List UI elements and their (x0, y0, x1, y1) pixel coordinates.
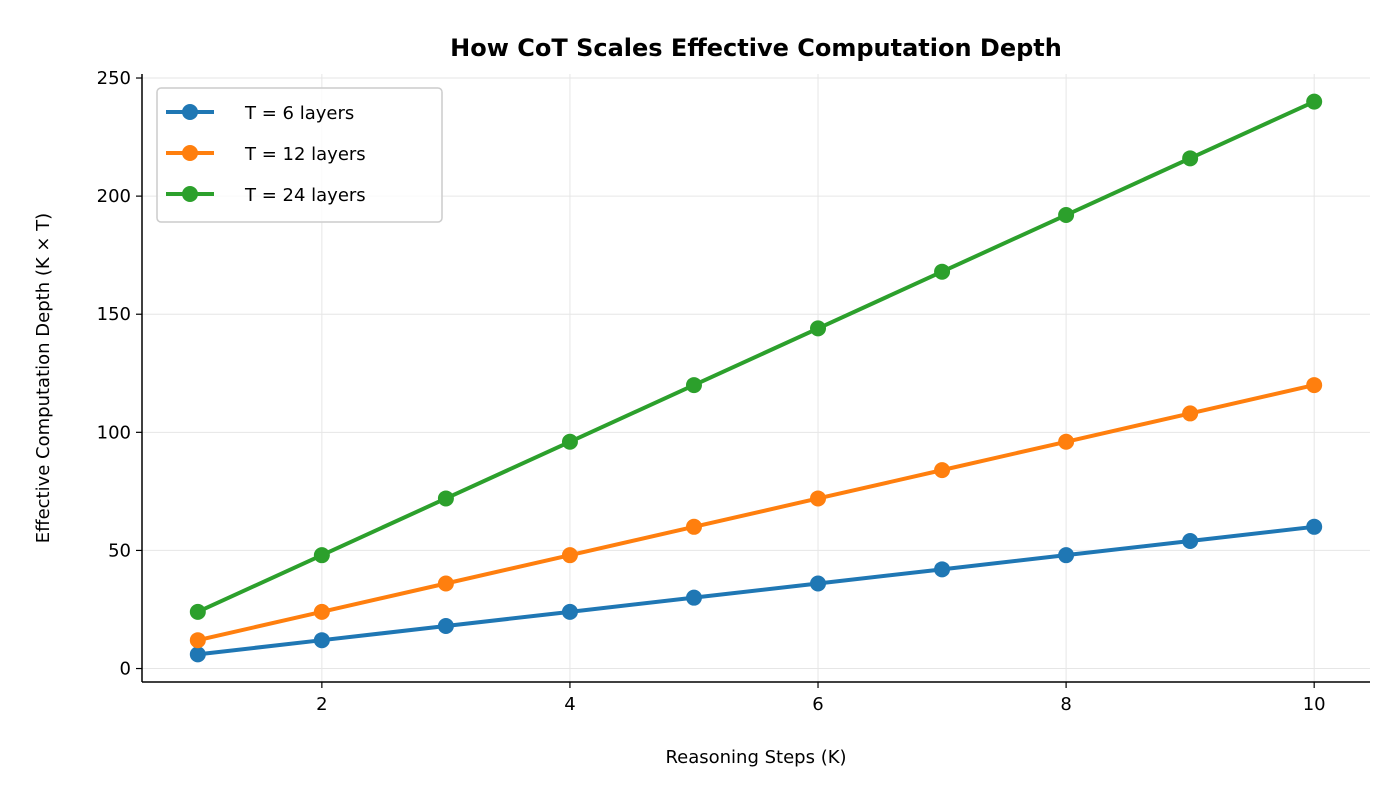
data-point (1306, 518, 1323, 535)
data-point (313, 632, 330, 649)
y-tick-label: 50 (108, 540, 131, 561)
x-tick-label: 4 (564, 694, 575, 715)
series-line (197, 524, 1315, 657)
legend-label: T = 6 layers (244, 103, 354, 124)
data-point (437, 618, 454, 635)
x-axis-label: Reasoning Steps (K) (665, 747, 846, 768)
legend-marker (182, 145, 198, 161)
x-tick-label: 2 (316, 694, 327, 715)
x-tick-label: 10 (1303, 694, 1326, 715)
data-point (1058, 207, 1075, 224)
data-point (685, 589, 702, 606)
data-point (561, 433, 578, 450)
data-point (1058, 547, 1075, 564)
legend: T = 6 layers T = 12 layers T = 24 layers (156, 87, 443, 223)
data-point (685, 518, 702, 535)
data-point (1306, 377, 1323, 394)
y-axis-label: Effective Computation Depth (K × T) (33, 213, 54, 543)
y-tick-label: 250 (97, 68, 131, 89)
data-point (1306, 93, 1323, 110)
data-point (189, 603, 206, 620)
data-point (934, 263, 951, 280)
data-point (189, 632, 206, 649)
data-point (561, 547, 578, 564)
data-point (189, 646, 206, 663)
x-tick-label: 6 (812, 694, 823, 715)
data-point (685, 377, 702, 394)
legend-marker (182, 104, 198, 120)
legend-label: T = 12 layers (244, 144, 366, 165)
data-point (934, 462, 951, 479)
data-point (810, 575, 827, 592)
legend-marker (182, 186, 198, 202)
data-point (1182, 150, 1199, 167)
data-point (313, 547, 330, 564)
data-point (810, 490, 827, 507)
data-point (810, 320, 827, 337)
y-tick-label: 200 (97, 186, 131, 207)
series-lines (189, 93, 1323, 663)
data-point (313, 603, 330, 620)
x-tick-label: 8 (1060, 694, 1071, 715)
legend-box (156, 87, 443, 223)
data-point (1182, 532, 1199, 549)
data-point (561, 603, 578, 620)
data-point (437, 575, 454, 592)
data-point (437, 490, 454, 507)
legend-label: T = 24 layers (244, 185, 366, 206)
series-line (197, 383, 1315, 643)
chart-title: How CoT Scales Effective Computation Dep… (450, 34, 1062, 62)
data-point (934, 561, 951, 578)
data-point (1058, 433, 1075, 450)
y-tick-label: 100 (97, 422, 131, 443)
y-tick-label: 150 (97, 304, 131, 325)
y-tick-label: 0 (120, 659, 131, 680)
series-line (196, 99, 1316, 614)
data-point (1182, 405, 1199, 422)
